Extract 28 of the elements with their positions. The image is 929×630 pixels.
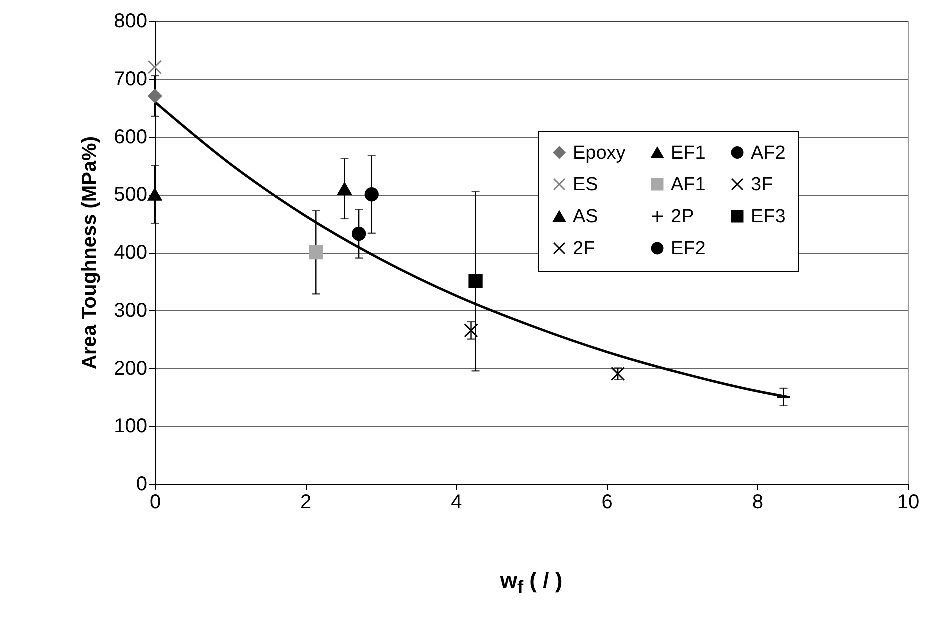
y-tick-label: 100 bbox=[114, 416, 148, 438]
legend-label: AF2 bbox=[751, 142, 786, 164]
x-axis-title: w$_{f}$ ( / ) bbox=[499, 568, 564, 598]
y-tick-label: 600 bbox=[114, 126, 148, 148]
legend-label: AF1 bbox=[671, 174, 706, 196]
x-tick-label: 6 bbox=[602, 492, 613, 514]
legend-label: EF2 bbox=[671, 238, 706, 260]
legend-label: EF1 bbox=[671, 142, 706, 164]
y-tick-label: 700 bbox=[114, 68, 148, 90]
y-tick-label: 0 bbox=[136, 474, 148, 496]
legend-label: ES bbox=[573, 174, 598, 196]
y-tick-label: 200 bbox=[114, 358, 148, 380]
x-tick-label: 4 bbox=[451, 492, 462, 514]
legend-label: 3F bbox=[751, 174, 774, 196]
x-tick-label: 0 bbox=[150, 492, 162, 514]
legend-label: EF3 bbox=[751, 206, 786, 228]
y-tick-label: 800 bbox=[114, 10, 148, 32]
x-tick-label: 8 bbox=[752, 492, 764, 514]
legend-label: 2P bbox=[671, 206, 694, 228]
y-tick-label: 500 bbox=[114, 184, 148, 206]
y-axis-title: Area Toughness (MPa%) bbox=[79, 136, 102, 370]
y-tick-label: 300 bbox=[114, 300, 148, 322]
x-tick-label: 10 bbox=[897, 492, 920, 514]
legend-label: Epoxy bbox=[573, 142, 626, 164]
legend-label: AS bbox=[573, 206, 598, 228]
x-tick-label: 2 bbox=[300, 492, 312, 514]
legend-label: 2F bbox=[573, 238, 596, 260]
y-tick-label: 400 bbox=[114, 242, 148, 264]
